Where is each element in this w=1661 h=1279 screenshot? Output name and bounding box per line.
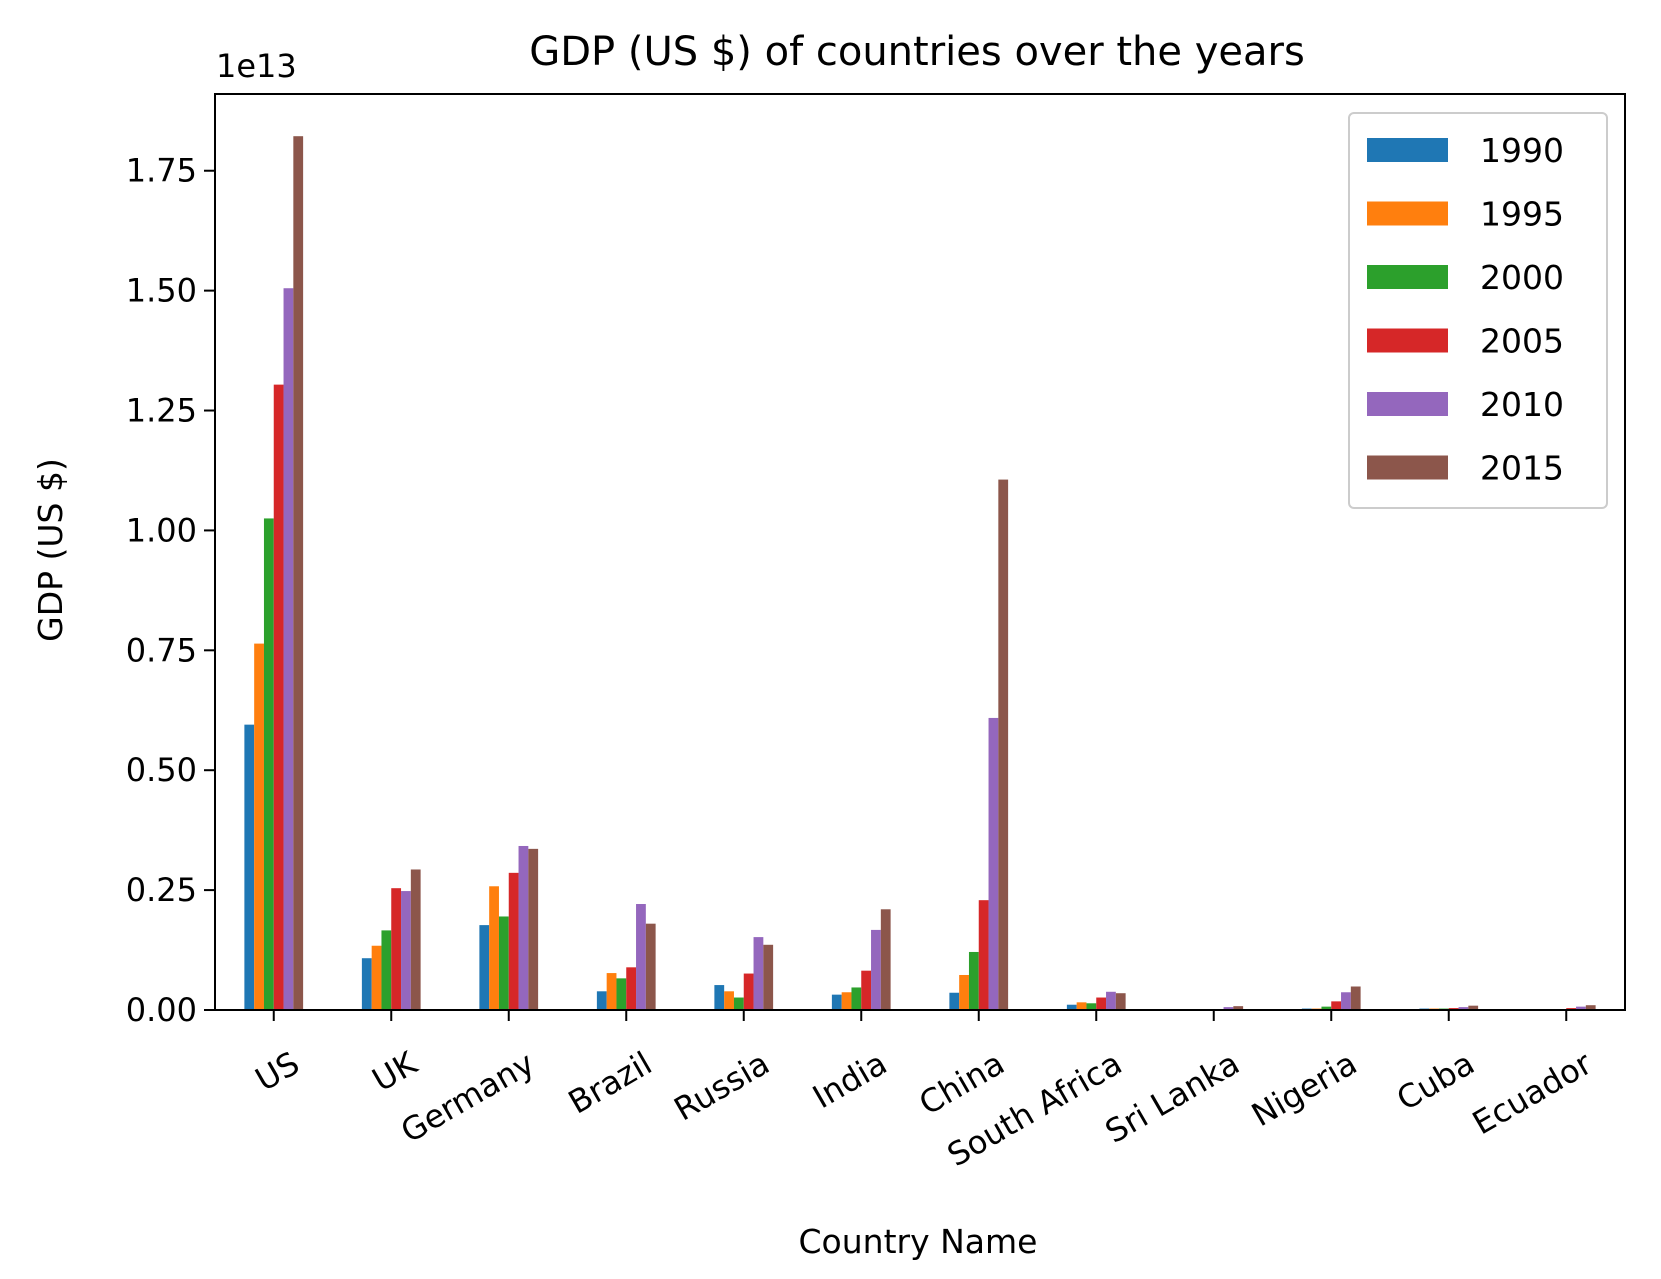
bar-china-2000: [968, 951, 979, 1010]
bar-cuba-2015: [1468, 1005, 1479, 1010]
y-tick-label: 0.25: [126, 871, 197, 909]
bar-uk-2015: [410, 869, 421, 1010]
y-tick-label: 1.50: [126, 272, 197, 310]
y-tick-label: 1.25: [126, 392, 197, 430]
bar-south-africa-1990: [1066, 1004, 1077, 1010]
bar-us-1995: [254, 643, 264, 1010]
y-tick-label: 1.00: [126, 511, 197, 549]
bar-india-1990: [831, 994, 842, 1010]
bar-russia-2000: [733, 997, 744, 1010]
bar-russia-2010: [753, 937, 764, 1010]
bar-south-africa-2005: [1096, 997, 1107, 1010]
legend-label-2000: 2000: [1480, 258, 1564, 297]
bar-us-2015: [293, 136, 304, 1010]
legend-swatch-2015: [1367, 455, 1448, 480]
bar-south-africa-2000: [1086, 1003, 1097, 1010]
x-tick-label: India: [806, 1044, 893, 1116]
legend-swatch-1990: [1367, 138, 1448, 162]
y-tick-label: 1.75: [126, 152, 197, 190]
bar-uk-2000: [381, 930, 392, 1010]
bar-uk-2010: [401, 891, 411, 1010]
bar-india-2000: [851, 987, 862, 1010]
bar-us-2010: [283, 288, 294, 1011]
x-tick-label: UK: [366, 1044, 424, 1100]
chart-title: GDP (US $) of countries over the years: [529, 29, 1305, 75]
x-tick-label: Ecuador: [1466, 1044, 1599, 1143]
bar-india-1995: [841, 992, 852, 1010]
bar-uk-1995: [371, 945, 382, 1010]
bar-germany-1995: [489, 886, 499, 1010]
y-axis-label: GDP (US $): [31, 458, 70, 642]
bar-china-1990: [949, 992, 960, 1010]
plot-frame: [214, 93, 1626, 1011]
bar-brazil-2005: [626, 967, 637, 1010]
y-tick-label: 0.00: [126, 991, 197, 1029]
bar-china-2005: [978, 900, 989, 1010]
bar-russia-1990: [714, 985, 725, 1010]
bar-south-africa-2010: [1106, 991, 1116, 1010]
x-tick-label: Russia: [668, 1044, 776, 1128]
bar-germany-2015: [528, 848, 539, 1010]
bar-south-africa-2015: [1115, 993, 1126, 1010]
bar-ecuador-2015: [1585, 1005, 1596, 1010]
bar-brazil-1995: [606, 973, 617, 1010]
legend-swatch-1995: [1367, 201, 1448, 226]
x-tick-label: Cuba: [1390, 1044, 1480, 1118]
bar-china-2010: [988, 717, 999, 1010]
x-tick-label: US: [249, 1044, 306, 1099]
x-tick-label: Brazil: [562, 1044, 658, 1122]
legend-label-1990: 1990: [1480, 131, 1564, 170]
bar-nigeria-2010: [1341, 992, 1351, 1010]
bars-group: [244, 136, 1596, 1011]
legend-swatch-2010: [1367, 392, 1448, 416]
legend: 1990 1995 2000 2005 2010 2015: [1348, 112, 1608, 509]
bar-germany-2000: [498, 916, 509, 1010]
x-tick-label: Sri Lanka: [1099, 1044, 1246, 1151]
bar-germany-2005: [508, 872, 519, 1010]
bar-uk-2005: [391, 888, 402, 1010]
bar-cuba-2010: [1458, 1007, 1469, 1010]
legend-label-2015: 2015: [1480, 449, 1564, 488]
bar-russia-2015: [763, 944, 774, 1010]
bar-russia-1995: [724, 991, 734, 1010]
bar-india-2005: [861, 970, 872, 1010]
bar-germany-2010: [518, 845, 529, 1010]
bar-russia-2005: [743, 973, 754, 1010]
bar-germany-1990: [479, 925, 490, 1010]
bar-brazil-2000: [616, 978, 627, 1010]
bar-india-2015: [880, 909, 891, 1010]
legend-box: [1348, 112, 1608, 509]
y-axis-ticks: 0.00 0.25 0.50 0.75 1.00 1.25 1.50 1.75: [126, 152, 215, 1029]
bar-ecuador-2010: [1576, 1006, 1586, 1010]
legend-swatch-2005: [1367, 328, 1448, 353]
legend-swatch-2000: [1367, 265, 1448, 289]
bar-us-2005: [273, 384, 284, 1010]
bar-us-2000: [263, 518, 274, 1010]
y-offset-label: 1e13: [216, 47, 297, 85]
bar-nigeria-2015: [1350, 986, 1361, 1010]
legend-label-2010: 2010: [1480, 385, 1564, 424]
bar-india-2010: [871, 929, 881, 1010]
bar-china-2015: [998, 479, 1009, 1011]
bar-sri-lanka-2015: [1233, 1006, 1244, 1010]
bar-uk-1990: [361, 958, 372, 1010]
x-tick-label: Germany: [394, 1044, 540, 1150]
bar-brazil-2015: [645, 923, 656, 1010]
legend-label-2005: 2005: [1480, 322, 1564, 361]
bar-nigeria-2000: [1321, 1006, 1332, 1010]
bar-nigeria-2005: [1331, 1001, 1342, 1010]
bar-sri-lanka-2010: [1223, 1007, 1234, 1010]
y-tick-label: 0.75: [126, 631, 197, 669]
bar-brazil-2010: [636, 904, 646, 1010]
x-axis-label: Country Name: [799, 1222, 1038, 1261]
bar-us-1990: [244, 724, 255, 1010]
bar-china-1995: [959, 974, 969, 1010]
y-tick-label: 0.50: [126, 751, 197, 789]
legend-label-1995: 1995: [1480, 195, 1564, 234]
x-tick-label: Nigeria: [1245, 1044, 1363, 1134]
bar-south-africa-1995: [1076, 1002, 1087, 1010]
bar-brazil-1990: [596, 991, 607, 1010]
